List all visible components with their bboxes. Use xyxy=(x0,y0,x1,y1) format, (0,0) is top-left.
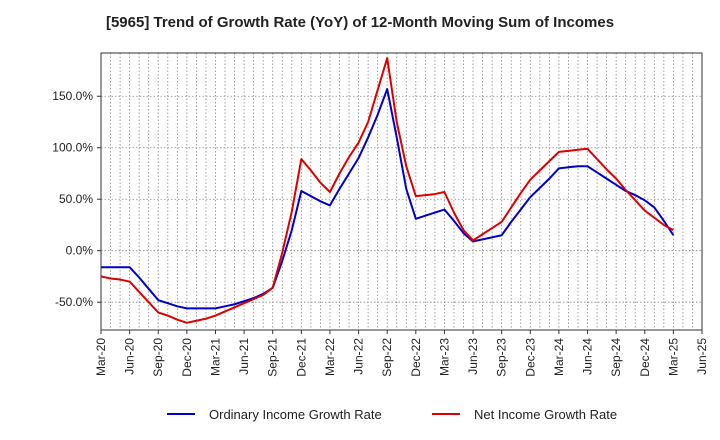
legend-item-ordinary-income-label: Ordinary Income Growth Rate xyxy=(209,407,382,422)
x-tick-label: Mar-21 xyxy=(208,338,222,376)
x-axis-ticks: Mar-20 Jun-20 Sep-20 Dec-20 Mar-21 Jun-21 Sep-… xyxy=(94,330,709,377)
x-tick-label: Mar-20 xyxy=(94,338,108,376)
grid-lines xyxy=(101,53,702,330)
x-tick-label: Dec-21 xyxy=(294,338,308,377)
y-tick-label: 0.0% xyxy=(66,244,94,258)
y-tick-label: -50.0% xyxy=(55,295,93,309)
x-tick-label: Sep-24 xyxy=(609,338,623,377)
y-tick-label: 50.0% xyxy=(59,192,93,206)
x-tick-label: Jun-24 xyxy=(581,338,595,375)
chart-title: [5965] Trend of Growth Rate (YoY) of 12-… xyxy=(105,14,615,31)
x-tick-label: Dec-20 xyxy=(180,338,194,377)
x-tick-label: Mar-24 xyxy=(552,338,566,376)
plot-border xyxy=(100,52,703,331)
x-tick-label: Jun-22 xyxy=(352,338,366,375)
x-tick-label: Sep-20 xyxy=(151,338,165,377)
x-tick-label: Sep-21 xyxy=(266,338,280,377)
x-tick-label: Mar-23 xyxy=(437,338,451,376)
y-tick-label: 100.0% xyxy=(52,141,93,155)
x-tick-label: Dec-22 xyxy=(409,338,423,377)
x-tick-label: Dec-23 xyxy=(523,338,537,377)
y-axis-ticks: -50.0% 0.0% 50.0% 100.0% 150.0% xyxy=(52,89,101,309)
x-tick-label: Mar-22 xyxy=(323,338,337,376)
y-tick-label: 150.0% xyxy=(52,89,93,103)
x-tick-label: Jun-25 xyxy=(695,338,709,375)
x-tick-label: Jun-21 xyxy=(237,338,251,375)
x-tick-label: Jun-20 xyxy=(123,338,137,375)
x-tick-label: Sep-22 xyxy=(380,338,394,377)
x-tick-label: Dec-24 xyxy=(638,338,652,377)
legend-item-net-income-label: Net Income Growth Rate xyxy=(474,407,617,422)
x-tick-label: Sep-23 xyxy=(495,338,509,377)
series-line-ordinary-income xyxy=(101,88,675,310)
x-tick-label: Mar-25 xyxy=(666,338,680,376)
series-lines xyxy=(100,57,675,324)
x-tick-label: Jun-23 xyxy=(466,338,480,375)
series-line-net-income xyxy=(100,57,674,324)
legend: Ordinary Income Growth Rate Net Income Gr… xyxy=(167,407,617,422)
plot-area xyxy=(101,53,702,330)
